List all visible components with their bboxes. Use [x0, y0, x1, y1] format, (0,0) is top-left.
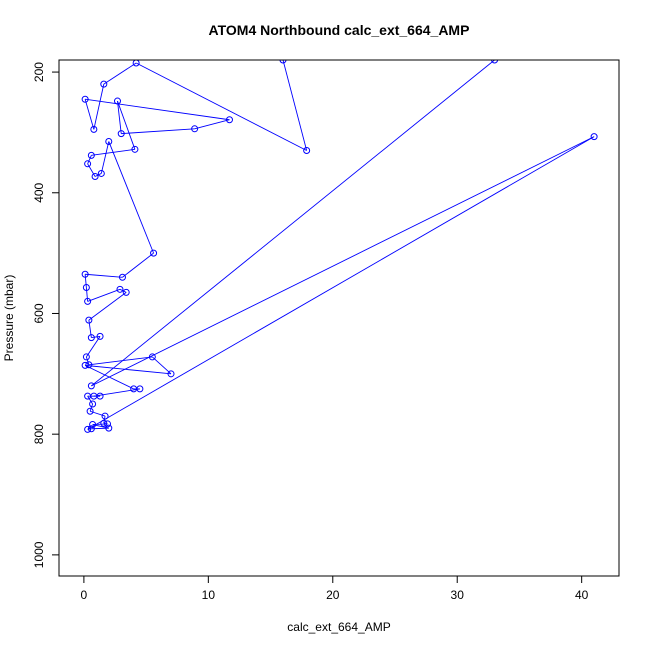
series-segment — [135, 62, 307, 151]
data-point — [113, 97, 121, 105]
series-segment — [117, 100, 122, 134]
y-axis-label: Pressure (mbar) — [2, 275, 16, 362]
data-point — [82, 284, 90, 292]
series-segment — [85, 98, 230, 121]
data-point — [82, 353, 90, 361]
data-series — [81, 60, 598, 433]
data-point — [84, 392, 92, 400]
series-segment — [91, 60, 495, 387]
data-point — [81, 361, 89, 369]
series-segment — [88, 356, 153, 366]
data-point — [100, 80, 108, 88]
series-segment — [87, 136, 595, 430]
series-segment — [85, 287, 89, 302]
data-point — [89, 421, 97, 429]
series-segment — [89, 403, 94, 412]
series-segment — [85, 356, 90, 365]
series-segment — [121, 128, 195, 135]
y-tick-label: 800 — [32, 424, 46, 444]
data-point — [84, 425, 92, 433]
series-segment — [87, 288, 121, 302]
data-point — [96, 392, 104, 400]
y-tick-label: 400 — [32, 182, 46, 202]
x-tick-label: 0 — [81, 588, 88, 602]
series-segment — [86, 336, 101, 358]
data-point — [89, 400, 97, 408]
data-point — [87, 425, 95, 433]
data-point — [225, 116, 233, 124]
series-segment — [100, 141, 110, 174]
series-segment — [85, 364, 172, 375]
data-point — [104, 420, 112, 428]
series-segment — [85, 273, 123, 278]
series-segment — [108, 141, 154, 254]
data-point — [131, 145, 139, 153]
series-segment — [87, 155, 92, 164]
series-segment — [87, 163, 96, 177]
x-axis: 0 10 20 30 40 — [81, 576, 589, 602]
x-tick-label: 10 — [202, 588, 216, 602]
series-segment — [103, 62, 137, 85]
data-point — [81, 95, 89, 103]
data-point — [87, 382, 95, 390]
x-tick-label: 30 — [451, 588, 465, 602]
series-segment — [282, 60, 308, 151]
data-point — [279, 60, 287, 64]
data-point — [84, 160, 92, 168]
data-point — [491, 60, 499, 64]
data-point — [105, 424, 113, 432]
data-point — [87, 334, 95, 342]
series-segment — [87, 395, 93, 405]
x-axis-label: calc_ext_664_AMP — [287, 620, 390, 634]
data-point — [148, 353, 156, 361]
y-tick-label: 200 — [32, 62, 46, 82]
series-segment — [93, 84, 105, 130]
data-point — [85, 316, 93, 324]
data-point — [105, 137, 113, 145]
x-tick-label: 20 — [326, 588, 340, 602]
data-point — [100, 419, 108, 427]
y-axis: 200 400 600 800 1000 — [32, 62, 59, 568]
series-segment — [194, 119, 230, 130]
data-point — [81, 270, 89, 278]
data-point — [90, 125, 98, 133]
data-point — [84, 297, 92, 305]
series-segment — [91, 136, 595, 387]
series-segment — [92, 423, 108, 425]
y-tick-label: 600 — [32, 303, 46, 323]
series-segment — [122, 252, 154, 278]
data-point — [117, 130, 125, 138]
series-segment — [152, 356, 172, 375]
series-segment — [84, 274, 87, 288]
series-segment — [91, 335, 101, 339]
data-point — [150, 249, 158, 257]
data-point — [86, 407, 94, 415]
data-point — [191, 125, 199, 133]
data-point — [96, 332, 104, 340]
y-tick-label: 1000 — [32, 541, 46, 568]
data-point — [101, 412, 109, 420]
x-tick-label: 40 — [575, 588, 589, 602]
data-point — [122, 288, 130, 296]
data-point — [590, 133, 598, 141]
data-point — [136, 385, 144, 393]
series-segment — [84, 99, 95, 130]
data-point — [97, 169, 105, 177]
series-segment — [93, 388, 140, 397]
data-point — [91, 172, 99, 180]
series-segment — [117, 100, 136, 150]
data-point — [116, 285, 124, 293]
data-point — [167, 370, 175, 378]
data-point — [87, 151, 95, 159]
data-point — [118, 273, 126, 281]
data-point — [303, 147, 311, 155]
data-point — [85, 361, 93, 369]
chart-title: ATOM4 Northbound calc_ext_664_AMP — [209, 22, 470, 38]
plot-frame — [58, 59, 620, 577]
series-segment — [88, 291, 127, 321]
